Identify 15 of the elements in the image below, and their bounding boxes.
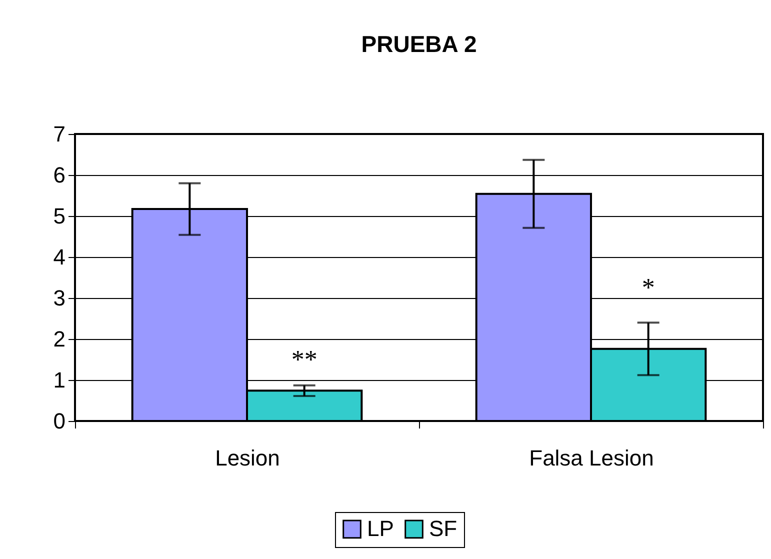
x-tick-label: Falsa Lesion <box>529 446 654 470</box>
y-tick-label: 1 <box>53 368 66 392</box>
y-tick-label: 0 <box>53 408 66 434</box>
y-tick-label: 7 <box>53 122 66 146</box>
legend-label: SF <box>429 516 458 542</box>
y-tick-label: 5 <box>53 204 66 228</box>
x-tick-label: Lesion <box>215 446 280 470</box>
annotation: ** <box>291 344 318 374</box>
y-tick-label: 4 <box>53 244 66 270</box>
annotation: * <box>642 273 655 302</box>
y-tick-label: 2 <box>53 326 66 352</box>
legend-label: LP <box>367 516 394 542</box>
y-tick-label: 3 <box>53 286 66 310</box>
y-tick-label: 6 <box>53 162 66 188</box>
chart-title: PRUEBA 2 <box>361 31 477 57</box>
